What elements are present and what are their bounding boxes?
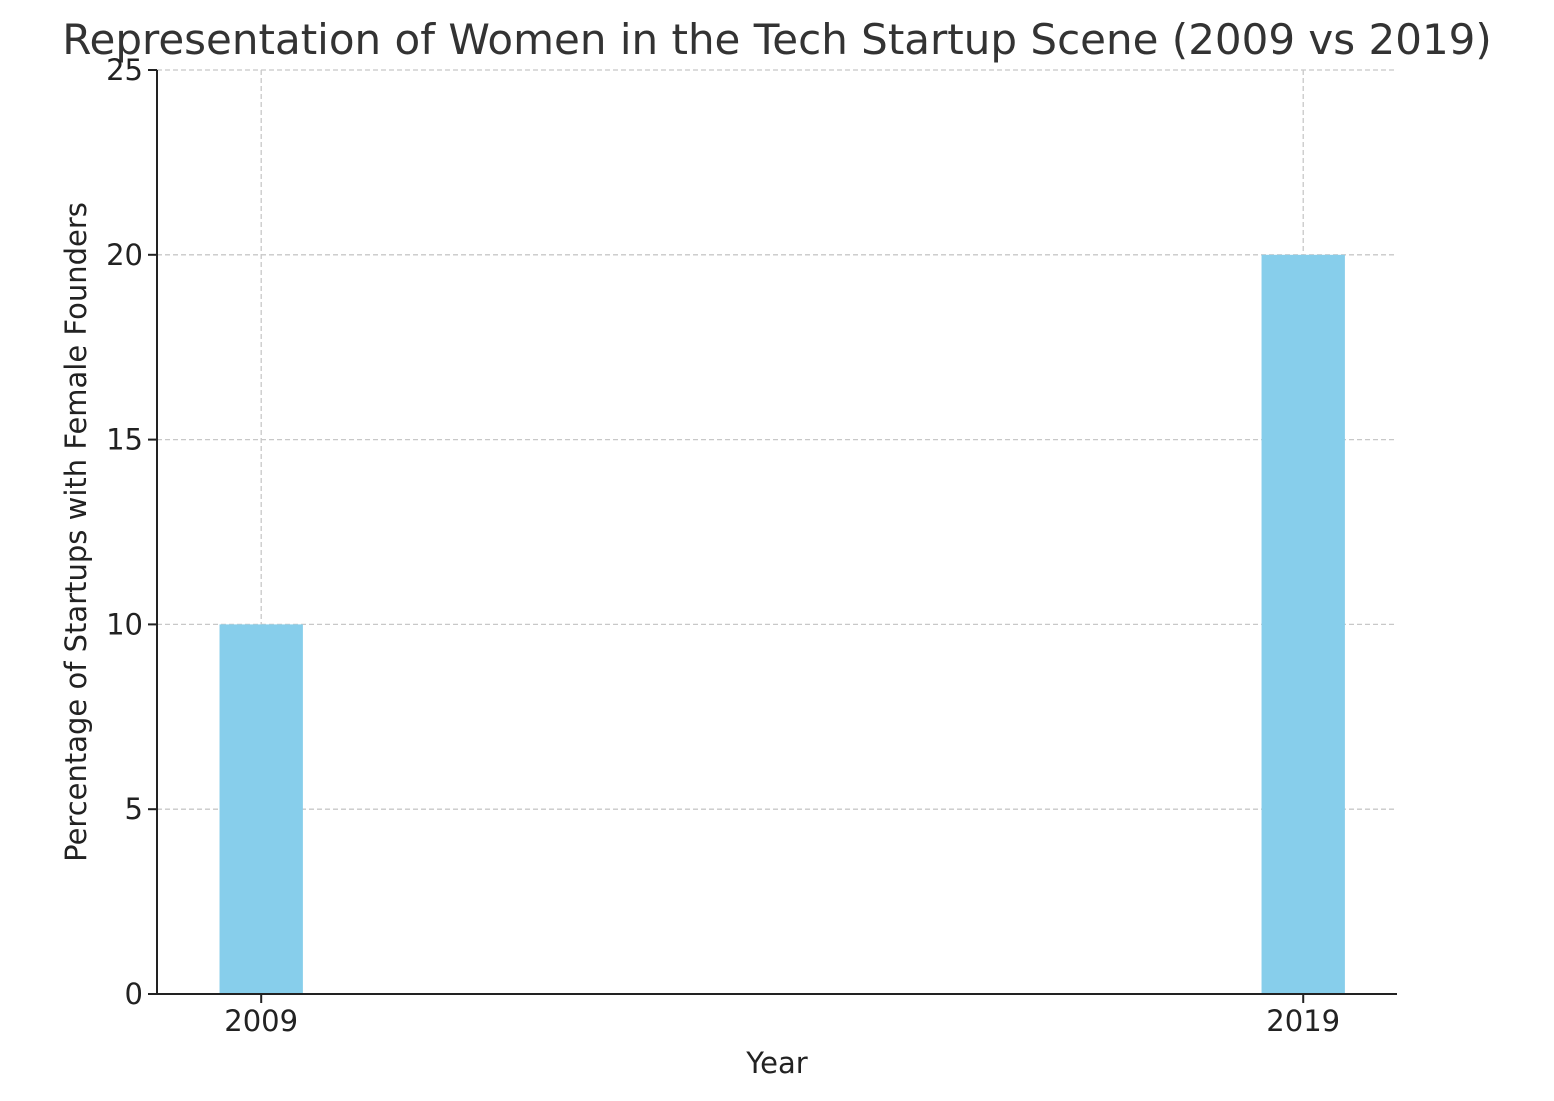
y-tick-label: 0: [125, 977, 143, 1011]
y-axis-ticks: 0 5 10 15 20 25: [106, 53, 157, 1011]
bars: [219, 254, 1345, 995]
axes: [156, 70, 1397, 995]
y-tick-label: 20: [106, 238, 143, 272]
y-tick-label: 10: [106, 607, 143, 641]
bar-2019: [1261, 254, 1345, 995]
x-axis-ticks: 2009 2019: [224, 994, 1340, 1038]
x-tick-label: 2019: [1266, 1004, 1340, 1038]
x-axis-label: Year: [745, 1046, 807, 1080]
y-tick-label: 25: [106, 53, 143, 87]
chart-title: Representation of Women in the Tech Star…: [62, 15, 1492, 64]
x-tick-label: 2009: [224, 1004, 298, 1038]
y-axis-label: Percentage of Startups with Female Found…: [59, 202, 93, 862]
bar-2009: [219, 624, 303, 994]
y-tick-label: 15: [106, 423, 143, 457]
y-tick-label: 5: [125, 792, 143, 826]
grid: [157, 69, 1397, 994]
